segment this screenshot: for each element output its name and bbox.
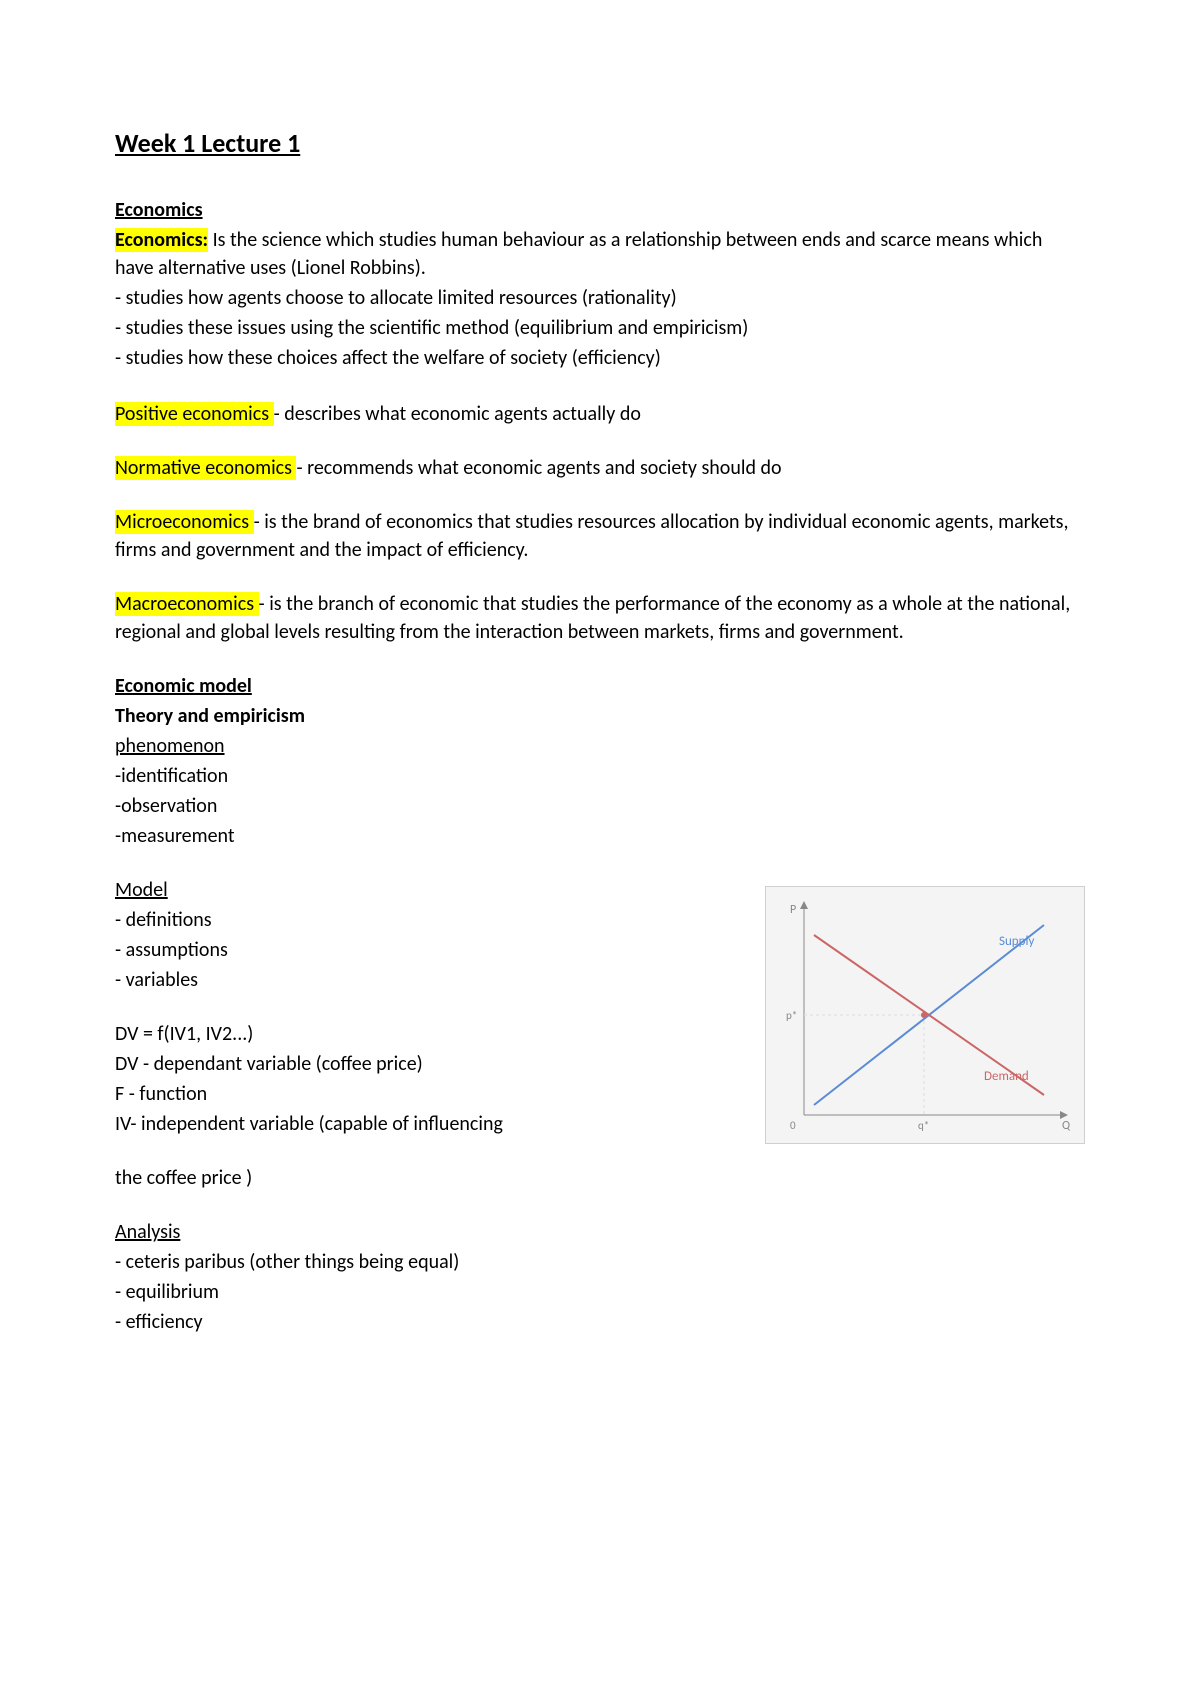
model-item-2: - assumptions	[115, 936, 735, 964]
phenomenon-item-2: -observation	[115, 792, 1085, 820]
model-heading: Economic model	[115, 672, 1085, 700]
microeconomics: Microeconomics - is the brand of economi…	[115, 508, 1085, 564]
phenomenon-item-1: -identification	[115, 762, 1085, 790]
phenomenon-label: phenomenon	[115, 732, 1085, 760]
macro-def: - is the branch of economic that studies…	[115, 592, 1070, 644]
svg-text:P: P	[790, 903, 796, 917]
svg-text:p*: p*	[786, 1009, 797, 1022]
micro-term: Microeconomics	[115, 510, 254, 534]
svg-text:q*: q*	[918, 1119, 929, 1132]
svg-text:Q: Q	[1062, 1119, 1071, 1133]
economics-term: Economics:	[115, 228, 208, 252]
normative-term: Normative economics	[115, 456, 296, 480]
analysis-item-3: - efficiency	[115, 1308, 735, 1336]
formula-f: F - function	[115, 1080, 735, 1108]
positive-def: - describes what economic agents actuall…	[274, 402, 641, 426]
analysis-item-2: - equilibrium	[115, 1278, 735, 1306]
positive-term: Positive economics	[115, 402, 274, 426]
positive-economics: Positive economics - describes what econ…	[115, 400, 1085, 428]
formula-eq: DV = f(IV1, IV2...)	[115, 1020, 735, 1048]
chart-svg: P Qp* q* 0 Supply Demand	[774, 895, 1074, 1135]
model-label: Model	[115, 876, 735, 904]
analysis-label: Analysis	[115, 1218, 735, 1246]
formula-dv: DV - dependant variable (coffee price)	[115, 1050, 735, 1078]
normative-def: - recommends what economic agents and so…	[296, 456, 781, 480]
phenomenon-item-3: -measurement	[115, 822, 1085, 850]
model-text-column: Model - definitions - assumptions - vari…	[115, 876, 735, 1338]
page-title: Week 1 Lecture 1	[115, 125, 1085, 161]
model-content-row: Model - definitions - assumptions - vari…	[115, 876, 1085, 1338]
economics-bullet-1: - studies how agents choose to allocate …	[115, 284, 1085, 312]
macro-term: Macroeconomics	[115, 592, 259, 616]
macroeconomics: Macroeconomics - is the branch of econom…	[115, 590, 1085, 646]
micro-def: - is the brand of economics that studies…	[115, 510, 1068, 562]
economics-bullet-3: - studies how these choices affect the w…	[115, 344, 1085, 372]
normative-economics: Normative economics - recommends what ec…	[115, 454, 1085, 482]
model-item-1: - definitions	[115, 906, 735, 934]
formula-iv2: the coffee price )	[115, 1164, 735, 1192]
formula-iv: IV- independent variable (capable of inf…	[115, 1110, 735, 1138]
supply-demand-chart-container: P Qp* q* 0 Supply Demand	[765, 886, 1085, 1144]
svg-text:0: 0	[790, 1119, 796, 1132]
analysis-item-1: - ceteris paribus (other things being eq…	[115, 1248, 735, 1276]
model-subheading: Theory and empiricism	[115, 702, 1085, 730]
svg-text:Demand: Demand	[984, 1069, 1029, 1084]
economics-bullet-2: - studies these issues using the scienti…	[115, 314, 1085, 342]
economics-section: Economics Economics: Is the science whic…	[115, 196, 1085, 372]
economic-model-section: Economic model Theory and empiricism phe…	[115, 672, 1085, 1338]
supply-demand-chart: P Qp* q* 0 Supply Demand	[765, 886, 1085, 1144]
economics-heading: Economics	[115, 196, 1085, 224]
economics-def-text: Is the science which studies human behav…	[115, 228, 1042, 280]
model-item-3: - variables	[115, 966, 735, 994]
svg-text:Supply: Supply	[999, 934, 1034, 949]
economics-definition: Economics: Is the science which studies …	[115, 226, 1085, 282]
